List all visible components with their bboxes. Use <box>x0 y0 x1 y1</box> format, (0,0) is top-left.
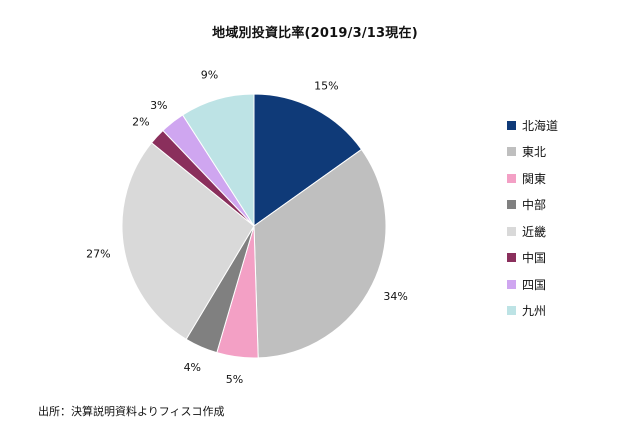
slice-label-2: 34% <box>383 290 407 303</box>
chart-title: 地域別投資比率(2019/3/13現在) <box>212 26 418 41</box>
slice-label-7: 3% <box>150 99 167 112</box>
slice-label-6: 2% <box>132 116 149 129</box>
legend-swatch <box>507 279 516 289</box>
legend-label: 関東 <box>522 171 547 186</box>
slice-label-3: 5% <box>226 373 243 386</box>
legend-label: 東北 <box>522 145 547 160</box>
legend-swatch <box>507 173 516 183</box>
legend-label: 九州 <box>522 304 547 319</box>
legend-swatch <box>507 200 516 210</box>
legend-item: 四国 <box>507 271 558 298</box>
legend-item: 東北 <box>507 139 558 166</box>
legend-item: 中国 <box>507 245 558 272</box>
legend-label: 北海道 <box>522 118 559 133</box>
pie-slice-8 <box>181 93 255 228</box>
pie-slice-2 <box>253 148 387 359</box>
legend-item: 北海道 <box>507 112 558 139</box>
legend-item: 近畿 <box>507 218 558 245</box>
legend-item: 関東 <box>507 165 558 192</box>
legend-label: 近畿 <box>522 224 547 239</box>
legend: 北海道東北関東中部近畿中国四国九州 <box>507 112 558 324</box>
legend-swatch <box>507 120 516 130</box>
pie-slice-1 <box>253 93 363 227</box>
slice-label-5: 27% <box>86 247 110 260</box>
legend-label: 四国 <box>522 277 547 292</box>
legend-item: 九州 <box>507 298 558 325</box>
slice-label-1: 15% <box>314 80 338 93</box>
legend-swatch <box>507 306 516 316</box>
source-note: 出所：決算説明資料よりフィスコ作成 <box>38 405 225 418</box>
legend-label: 中部 <box>522 198 547 213</box>
legend-swatch <box>507 147 516 157</box>
legend-item: 中部 <box>507 192 558 219</box>
slice-label-4: 4% <box>184 361 201 374</box>
pie-slice-5 <box>121 142 255 340</box>
legend-label: 中国 <box>522 251 547 266</box>
legend-swatch <box>507 253 516 263</box>
legend-swatch <box>507 226 516 236</box>
slice-label-8: 9% <box>201 68 218 81</box>
